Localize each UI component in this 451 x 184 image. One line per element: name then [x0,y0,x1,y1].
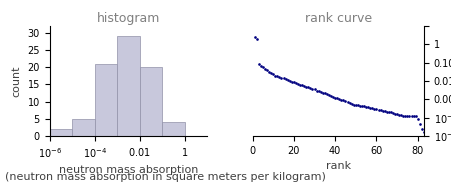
X-axis label: neutron mass absorption: neutron mass absorption [59,165,198,175]
Bar [72,119,95,136]
Bar [95,64,117,136]
Bar [50,129,72,136]
Title: histogram: histogram [97,12,160,25]
Y-axis label: count: count [12,65,22,97]
Title: rank curve: rank curve [305,12,372,25]
Bar [117,36,140,136]
X-axis label: rank: rank [326,161,351,171]
Bar [140,67,162,136]
Bar [162,122,185,136]
Text: (neutron mass absorption in square meters per kilogram): (neutron mass absorption in square meter… [5,172,325,182]
